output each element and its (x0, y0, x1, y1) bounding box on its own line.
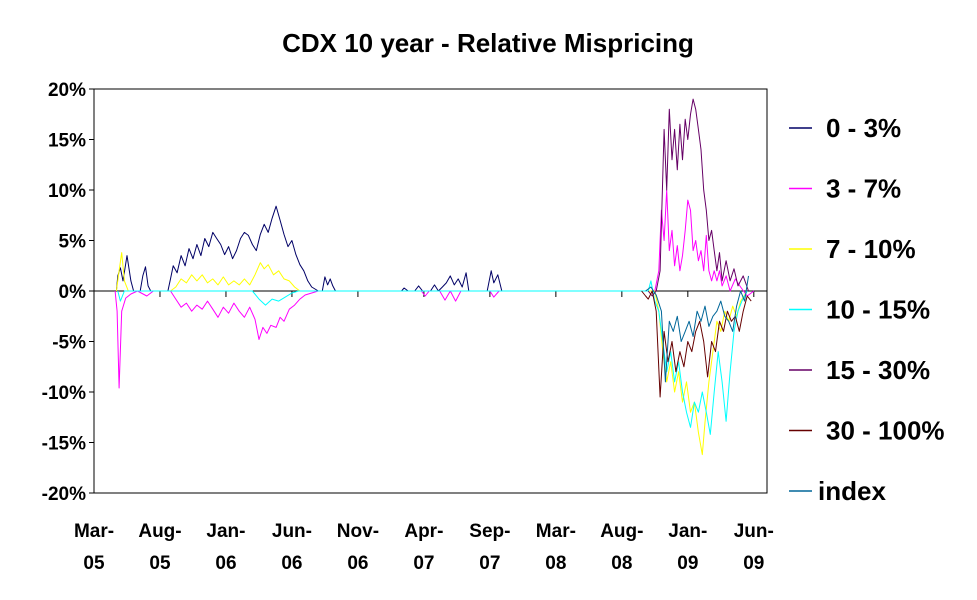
y-tick-label: 15% (48, 131, 86, 152)
y-tick-label: -5% (52, 333, 86, 354)
series-line-2 (114, 189, 755, 389)
x-tick-label-month: Nov- (337, 521, 379, 542)
x-tick-label-year: 08 (545, 553, 566, 574)
x-tick-label-month: Sep- (469, 521, 510, 542)
legend-label: 10 - 15% (826, 295, 930, 325)
legend-label: 15 - 30% (826, 355, 930, 385)
series-line-3 (115, 252, 748, 456)
x-tick-label-month: Mar- (74, 521, 114, 542)
x-tick-label-year: 07 (479, 553, 500, 574)
legend-label: 30 - 100% (826, 416, 945, 446)
y-tick-label: 10% (48, 181, 86, 202)
x-tick-label-month: Jan- (206, 521, 245, 542)
y-tick-label: -10% (42, 383, 86, 404)
legend: 0 - 3% 3 - 7% 7 - 10% 10 - 15% 15 - 30% 30 - … (789, 113, 945, 506)
legend-label: index (818, 476, 886, 506)
x-tick-label-year: 09 (743, 553, 764, 574)
x-tick-label-month: Jan- (668, 521, 707, 542)
x-tick-label-year: 07 (413, 553, 434, 574)
legend-label: 3 - 7% (826, 174, 901, 204)
x-tick-label-year: 06 (347, 553, 368, 574)
series-line-7 (645, 275, 749, 383)
x-tick-label-year: 05 (83, 553, 105, 574)
y-tick-label: 20% (48, 80, 86, 101)
x-tick-label-month: Mar- (536, 521, 576, 542)
series-line-4 (117, 280, 748, 435)
legend-label: 0 - 3% (826, 113, 901, 143)
x-tick-label-month: Aug- (138, 521, 181, 542)
chart-title: CDX 10 year - Relative Mispricing (282, 28, 694, 58)
series-line-5 (647, 98, 749, 297)
x-tick-label-month: Apr- (404, 521, 443, 542)
x-tick-label-year: 06 (281, 553, 302, 574)
y-axis: 20% 15% 10% 5% 0% -5% -10% -15% -20% (42, 80, 94, 505)
legend-label: 7 - 10% (826, 234, 916, 264)
series-line-6 (641, 290, 752, 398)
x-tick-label-year: 09 (677, 553, 698, 574)
series-group (114, 98, 755, 456)
x-tick-label-year: 08 (611, 553, 632, 574)
x-tick-label-month: Jun- (272, 521, 312, 542)
x-tick-label-year: 05 (149, 553, 171, 574)
y-tick-label: 5% (59, 232, 87, 253)
x-tick-label-year: 06 (215, 553, 236, 574)
x-tick-label-month: Aug- (600, 521, 643, 542)
y-tick-label: -15% (42, 434, 86, 455)
x-tick-label-month: Jun- (734, 521, 774, 542)
y-tick-label: 0% (59, 282, 87, 303)
y-tick-label: -20% (42, 484, 86, 505)
